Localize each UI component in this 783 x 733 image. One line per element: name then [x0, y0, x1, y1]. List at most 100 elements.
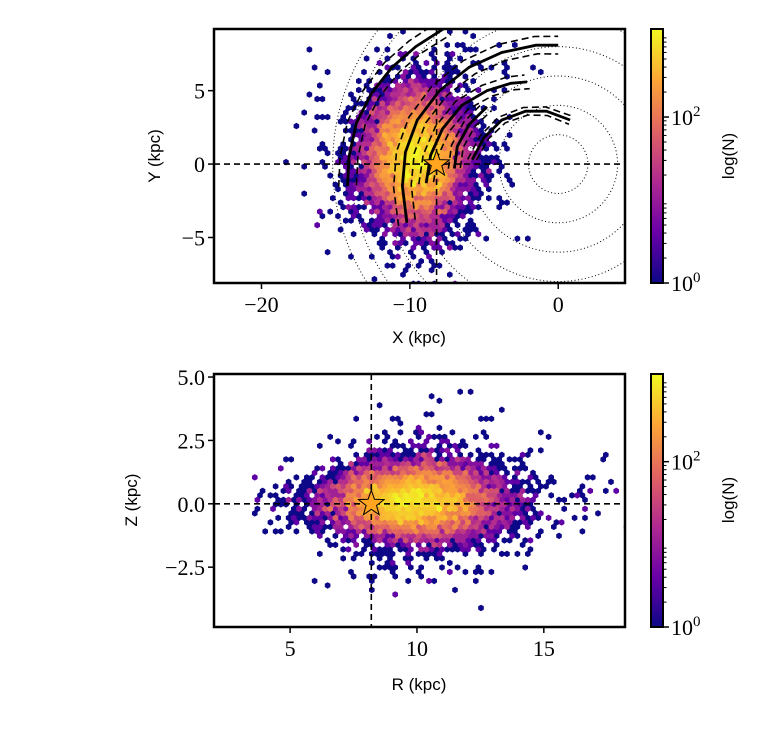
hexbin-cell — [395, 532, 401, 540]
hexbin-cell — [452, 460, 458, 468]
hexbin-cell — [431, 64, 437, 71]
hexbin-cell — [423, 185, 430, 193]
hexbin-cell — [332, 469, 339, 477]
hexbin-cell — [530, 514, 536, 522]
hexbin-cell — [382, 510, 388, 517]
hexbin-cell — [348, 478, 354, 486]
hexbin-cell — [379, 190, 385, 197]
hexbin-cell — [376, 402, 383, 409]
hexbin-cell — [431, 514, 437, 522]
hexbin-cell — [311, 514, 318, 522]
hexbin-cell — [475, 564, 482, 571]
hexbin-cell — [405, 262, 411, 269]
hexbin-cell — [293, 528, 300, 535]
hexbin-cell — [379, 451, 385, 459]
hexbin-cell — [428, 104, 435, 112]
hexbin-cell — [465, 492, 471, 499]
hexbin-cell — [291, 514, 297, 522]
hexbin-cell — [311, 64, 318, 71]
hexbin-cell — [519, 451, 526, 459]
hexbin-cell — [460, 203, 466, 211]
hexbin-cell — [345, 465, 352, 472]
hexbin-cell — [350, 555, 357, 562]
hexbin-cell — [402, 456, 409, 463]
hexbin-cell — [475, 203, 482, 211]
hexbin-cell — [395, 415, 401, 422]
hexbin-cell — [444, 86, 450, 94]
hexbin-cell — [363, 532, 370, 540]
hexbin-cell — [415, 541, 422, 549]
hexbin-cell — [488, 154, 495, 161]
hexbin-cell — [434, 483, 440, 490]
hexbin-cell — [447, 100, 453, 107]
hexbin-cell — [470, 474, 476, 481]
colorbar-tick-label: 100 — [671, 614, 701, 640]
hexbin-cell — [415, 82, 422, 89]
hexbin-cell — [348, 253, 354, 260]
hexbin-cell — [415, 442, 422, 450]
hexbin-cell — [376, 555, 383, 562]
hexbin-cell — [311, 505, 318, 513]
hexbin-cell — [452, 442, 458, 450]
hexbin-cell — [483, 181, 489, 188]
hexbin-cell — [384, 109, 391, 116]
hexbin-cell — [395, 163, 401, 170]
hexbin-cell — [551, 523, 557, 531]
hexbin-cell — [330, 501, 336, 508]
hexbin-cell — [410, 55, 417, 62]
hexbin-cell — [400, 442, 406, 450]
hexbin-cell — [499, 406, 505, 413]
hexbin-cell — [426, 451, 432, 459]
hexbin-cell — [584, 474, 591, 481]
hexbin-cell — [467, 541, 474, 549]
hexbin-cell — [298, 483, 305, 490]
hexbin-cell — [449, 519, 456, 526]
hexbin-cell — [439, 510, 445, 517]
hexbin-cell — [478, 550, 484, 558]
hexbin-cell — [384, 208, 391, 215]
hexbin-cell — [298, 510, 305, 517]
hexbin-cell — [431, 199, 437, 206]
hexbin-cell — [473, 127, 479, 134]
hexbin-cell — [400, 469, 406, 477]
hexbin-cell — [410, 226, 417, 233]
hexbin-cell — [470, 122, 476, 130]
hexbin-cell — [491, 492, 497, 499]
hexbin-cell — [395, 172, 401, 179]
hexbin-cell — [361, 194, 367, 202]
hexbin-cell — [389, 262, 396, 269]
hexbin-cell — [595, 510, 601, 517]
hexbin-cell — [465, 86, 471, 94]
hexbin-cell — [415, 172, 422, 179]
hexbin-cell — [384, 55, 391, 62]
hexbin-cell — [574, 492, 580, 499]
hexbin-cell — [387, 203, 393, 211]
hexbin-cell — [436, 505, 443, 513]
hexbin-cell — [444, 68, 450, 76]
hexbin-cell — [345, 185, 352, 193]
hexbin-cell — [423, 546, 430, 553]
hexbin-cell — [413, 194, 419, 202]
hexbin-cell — [512, 510, 518, 517]
hexbin-cell — [475, 465, 482, 472]
hexbin-cell — [439, 483, 445, 490]
hexbin-cell — [499, 451, 505, 459]
hexbin-cell — [413, 465, 419, 472]
hexbin-cell — [397, 122, 404, 130]
hexbin-cell — [361, 546, 367, 553]
hexbin-cell — [496, 41, 502, 49]
hexbin-cell — [447, 568, 453, 576]
hexbin-cell — [473, 577, 479, 585]
hexbin-cell — [379, 523, 385, 531]
y-tick-label: 5 — [194, 79, 205, 104]
hexbin-cell — [402, 447, 409, 454]
hexbin-cell — [499, 550, 505, 558]
hexbin-cell — [480, 510, 487, 517]
hexbin-cell — [499, 460, 505, 468]
hexbin-cell — [462, 523, 469, 531]
hexbin-cell — [379, 82, 385, 89]
hexbin-cell — [376, 140, 383, 148]
hexbin-cell — [473, 46, 479, 53]
hexbin-cell — [363, 478, 370, 486]
hexbin-cell — [392, 86, 398, 94]
